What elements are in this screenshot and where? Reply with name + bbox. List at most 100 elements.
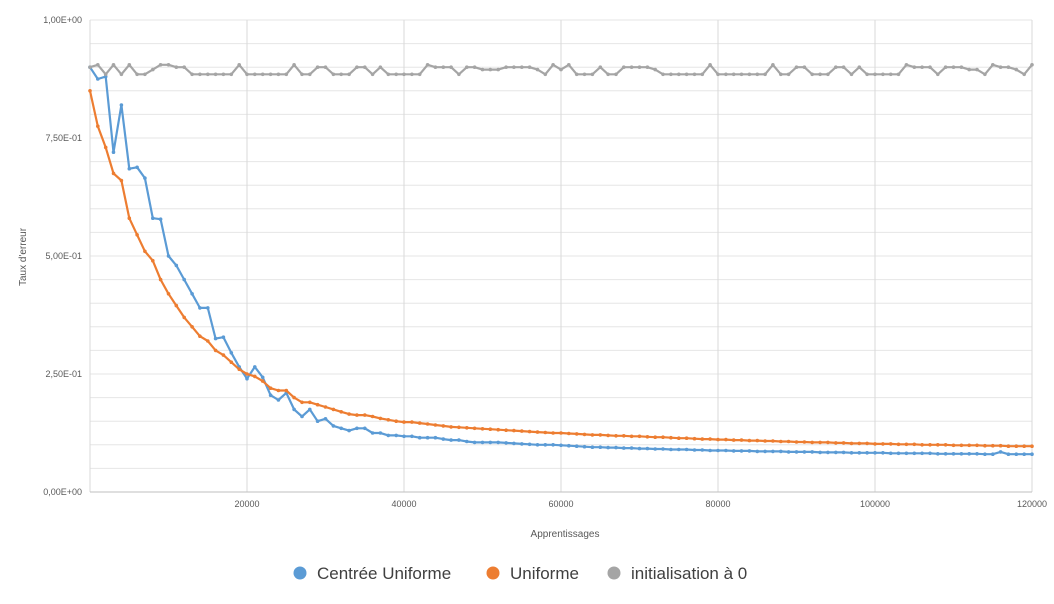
data-point <box>700 448 705 452</box>
data-point <box>127 166 132 171</box>
data-point <box>331 72 336 77</box>
data-point <box>410 72 414 77</box>
data-point <box>669 435 673 440</box>
data-point <box>190 292 194 296</box>
data-point <box>198 306 202 310</box>
data-point <box>622 446 626 450</box>
data-point <box>174 263 179 268</box>
data-point <box>465 439 469 444</box>
data-point <box>96 63 100 67</box>
data-point <box>103 72 108 77</box>
data-point <box>779 449 783 454</box>
data-point <box>818 72 822 77</box>
data-point <box>834 450 838 455</box>
series-0 <box>88 65 1034 457</box>
data-point <box>268 393 273 398</box>
data-point <box>684 72 689 77</box>
data-point <box>527 65 532 69</box>
data-point <box>339 426 344 431</box>
data-point <box>520 429 524 433</box>
legend: Centrée Uniforme Uniforme initialisation à… <box>293 564 747 583</box>
data-point <box>1030 63 1034 67</box>
data-point <box>535 67 540 72</box>
data-point <box>323 65 328 69</box>
data-point <box>598 445 603 450</box>
data-point <box>865 72 869 77</box>
data-point <box>661 72 665 77</box>
legend-marker <box>607 566 621 580</box>
data-point <box>936 443 940 447</box>
series-layer <box>88 63 1034 457</box>
data-point <box>394 433 399 438</box>
data-point <box>677 436 681 441</box>
data-point <box>535 443 540 447</box>
data-point <box>386 433 391 438</box>
data-point <box>1022 72 1026 77</box>
data-point <box>983 452 987 457</box>
data-point <box>849 72 854 77</box>
data-point <box>174 65 179 69</box>
data-point <box>669 447 673 452</box>
data-point <box>410 420 414 424</box>
data-point <box>614 72 618 77</box>
data-point <box>363 413 367 417</box>
data-point <box>308 400 312 405</box>
data-point <box>724 72 728 77</box>
data-point <box>300 72 304 77</box>
data-point <box>794 450 799 454</box>
data-point <box>213 336 218 341</box>
data-point <box>959 452 964 456</box>
data-point <box>826 450 830 455</box>
series-2 <box>88 63 1034 77</box>
data-point <box>896 451 901 456</box>
data-point <box>967 452 971 456</box>
data-point <box>951 452 956 456</box>
data-point <box>229 72 234 77</box>
data-point <box>684 436 689 441</box>
data-point <box>1014 67 1019 72</box>
data-point <box>425 435 430 440</box>
data-point <box>724 448 728 453</box>
data-point <box>96 77 100 81</box>
data-point <box>700 72 705 77</box>
data-point <box>260 379 265 383</box>
data-point <box>622 65 626 69</box>
data-point <box>480 440 485 445</box>
data-point <box>888 451 893 456</box>
data-point <box>1030 444 1034 449</box>
data-point <box>425 422 430 426</box>
data-point <box>378 431 383 435</box>
data-point <box>567 443 571 448</box>
data-point <box>653 67 657 72</box>
data-point <box>818 440 822 445</box>
data-point <box>96 124 100 128</box>
data-point <box>237 63 241 67</box>
y-tick-label: 5,00E-01 <box>45 251 82 261</box>
data-point <box>802 440 807 444</box>
data-point <box>253 72 257 77</box>
data-point <box>119 103 124 107</box>
data-point <box>967 67 971 72</box>
data-point <box>582 432 587 437</box>
y-axis-title: Taux d'erreur <box>18 227 29 286</box>
data-point <box>739 449 744 453</box>
data-point <box>1006 444 1011 449</box>
data-point <box>967 443 971 448</box>
data-point <box>1014 444 1019 449</box>
data-point <box>857 441 862 446</box>
data-point <box>441 424 446 428</box>
data-point <box>574 432 579 436</box>
data-point <box>567 63 571 67</box>
data-point <box>457 72 461 77</box>
data-point <box>496 427 501 432</box>
legend-label: initialisation à 0 <box>631 564 747 583</box>
data-point <box>661 447 665 451</box>
data-point <box>213 348 218 353</box>
data-point <box>135 233 139 237</box>
data-point <box>888 442 893 446</box>
legend-marker <box>486 566 500 580</box>
data-point <box>190 325 194 329</box>
data-point <box>143 72 147 77</box>
data-point <box>206 72 210 77</box>
data-point <box>512 441 516 446</box>
